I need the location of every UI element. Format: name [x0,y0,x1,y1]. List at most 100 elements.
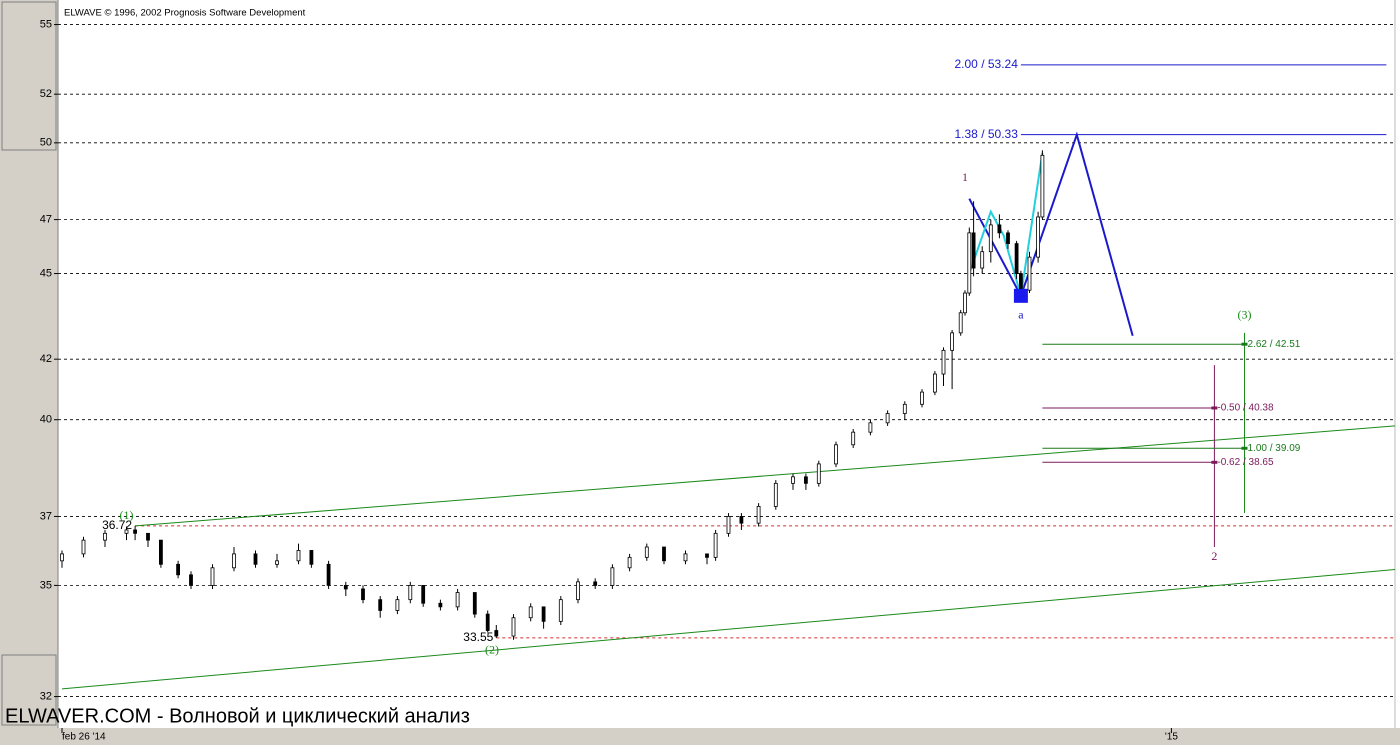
candle-body [1040,154,1045,218]
candle-body [933,373,937,393]
candle-body [963,292,967,314]
wave-label: a [1018,307,1024,321]
candle-body [124,529,129,534]
wave-label: (1) [120,508,134,522]
candle-body [683,553,688,562]
projection-tick [1211,406,1218,410]
candle-body [210,567,215,586]
candle-body [296,550,301,562]
candle-body [816,463,821,484]
candle-body [971,232,976,269]
projection-label: -0.62 / 38.65 [1217,457,1274,468]
candle-body [309,550,314,565]
candle-body [1014,243,1019,274]
candle-body [472,592,477,615]
candle-body [950,332,954,351]
chart-title: ELWAVE © 1996, 2002 Prognosis Software D… [64,8,306,19]
candle-body [576,581,580,601]
candle-body [253,553,258,565]
candle-body [361,588,365,601]
candle-body [713,532,718,558]
axis-panel [0,0,58,745]
projection-tick [1241,342,1248,346]
candle-body [232,553,236,569]
x-axis-panel [0,728,1400,745]
projection-label: 1.00 / 39.09 [1248,443,1301,454]
candle-body [81,539,86,555]
candle-body [868,422,873,433]
candle-body [885,413,890,424]
projection-tick [1241,446,1248,450]
candle-body [739,516,744,524]
x-tick-label: '15 [1165,732,1178,743]
candle-body [189,574,193,586]
candle-body [176,563,181,576]
x-tick-label: feb 26 '14 [62,732,106,743]
candle-body [1006,232,1010,244]
axis-frame [1,1,57,151]
candle-body [980,251,985,269]
candle-body [988,224,993,253]
y-tick-label: 42 [40,353,52,365]
candle-body [958,312,963,334]
candle-body [485,613,490,631]
footer: ELWAVER.COM - Волновой и циклический ана… [5,705,470,727]
wave-marker [1013,288,1028,303]
candle-body [408,584,413,601]
candle-body [834,444,838,465]
candle-body [804,476,808,484]
candle-body [1036,216,1040,258]
candle-body [773,482,778,507]
candle-body [103,532,107,541]
candle-body [541,606,546,622]
candle-body [1019,273,1023,291]
wave-line [968,131,1134,337]
candle-body [756,506,761,524]
candle-body [644,546,649,558]
candle-body [593,581,598,586]
level-label: 33.55 [463,630,493,644]
wave-label: 1 [962,170,968,184]
level-label: 36.72 [102,518,132,532]
candle-body [1027,256,1032,291]
wave-label: (2) [485,643,499,657]
y-tick-label: 50 [40,137,52,149]
candle-body [791,476,795,484]
y-tick-label: 32 [40,690,52,702]
candle-body [610,567,615,586]
candle-body [558,599,563,622]
projection-label: -0.50 / 40.38 [1217,403,1274,414]
candle-body [146,532,150,541]
candle-body [158,539,163,565]
y-tick-label: 35 [40,579,52,591]
candle-body [997,224,1002,234]
candle-body [494,630,499,637]
candle-body [275,560,279,565]
projection-label: 2.62 / 42.51 [1248,339,1301,350]
candle-body [511,617,516,637]
candle-body [378,599,383,611]
projection-label: 2.00 / 53.24 [955,57,1019,71]
wave-line [968,152,1044,297]
candle-body [343,584,348,590]
y-tick-label: 37 [40,510,52,522]
projection-tick [1211,460,1218,464]
candle-body [902,403,907,414]
candle-body [705,553,709,558]
candle-body [662,546,666,562]
candle-body [627,556,632,569]
candle-body [438,602,443,608]
candle-body [920,391,924,405]
candle-body [326,563,331,586]
candle-body [967,232,972,294]
candle-body [395,599,400,611]
wave-line [61,569,1396,690]
candle-body [133,529,138,534]
y-tick-label: 40 [40,414,52,426]
candle-body [455,592,460,608]
candle-body [60,553,64,562]
y-tick-label: 52 [40,88,52,100]
candle-body [421,584,426,604]
